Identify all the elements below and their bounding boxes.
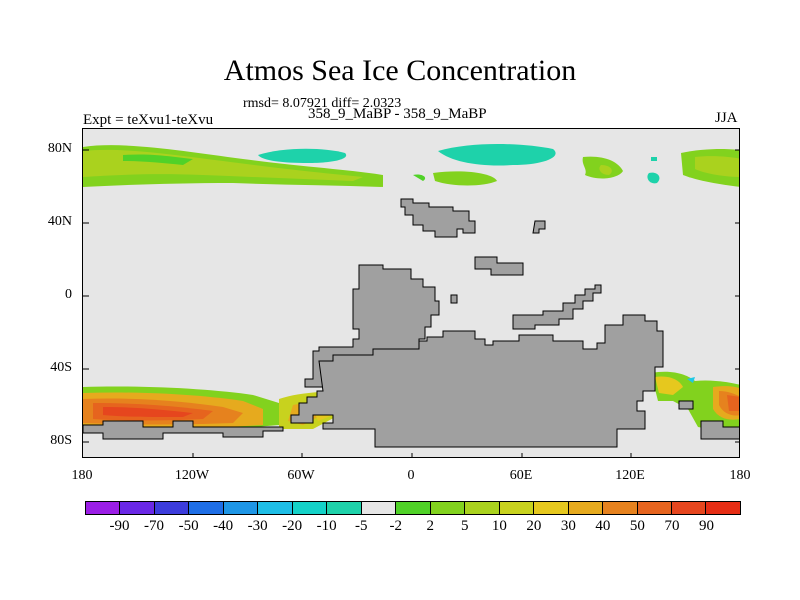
colorbar-label: 2 — [426, 518, 435, 534]
x-label-120e: 120E — [615, 468, 645, 483]
colorbar — [85, 501, 741, 515]
colorbar-box — [396, 502, 431, 514]
axis-ticks — [83, 149, 739, 457]
y-label-80s: 80S — [50, 433, 72, 448]
colorbar-box — [430, 502, 466, 514]
stats-text: rmsd= 8.07921 diff= 2.0323 — [243, 96, 402, 111]
colorbar-label: -10 — [316, 518, 337, 534]
colorbar-box — [361, 502, 397, 514]
map-plot-area — [82, 128, 740, 458]
colorbar-box — [120, 502, 155, 514]
land-small-islet — [678, 400, 694, 410]
arctic-blue-patch-1 — [258, 148, 347, 163]
x-label-120w: 120W — [174, 468, 210, 483]
colorbar-label: 30 — [560, 518, 576, 534]
colorbar-label: 70 — [664, 518, 680, 534]
colorbar-label: -20 — [282, 518, 303, 534]
colorbar-label: -50 — [178, 518, 199, 534]
x-label-180e: 180 — [729, 468, 751, 483]
arctic-ice-anomaly — [83, 144, 739, 187]
land-south-asia-bridge — [512, 284, 602, 330]
land-island-2 — [474, 256, 524, 276]
x-label-180w: 180 — [71, 468, 93, 483]
colorbar-box — [706, 502, 740, 514]
land-east-antarctic-tip — [700, 420, 739, 440]
x-label-60e: 60E — [509, 468, 533, 483]
colorbar-box — [637, 502, 672, 514]
colorbar-box — [223, 502, 259, 514]
case-label: 358_9_MaBP - 358_9_MaBP — [308, 106, 487, 122]
colorbar-box — [154, 502, 190, 514]
chart-title: Atmos Sea Ice Concentration — [223, 54, 577, 87]
colorbar-box — [86, 502, 121, 514]
colorbar-box — [671, 502, 707, 514]
colorbar-label: 50 — [629, 518, 645, 534]
colorbar-label: 20 — [526, 518, 542, 534]
colorbar-box — [465, 502, 500, 514]
map-canvas — [83, 144, 739, 457]
land-antarctic-west-tip — [83, 420, 284, 440]
colorbar-label: -40 — [213, 518, 234, 534]
colorbar-box — [292, 502, 328, 514]
colorbar-label: 40 — [595, 518, 611, 534]
land-island-1 — [532, 220, 546, 234]
colorbar-label: 5 — [461, 518, 469, 534]
colorbar-label: 10 — [491, 518, 507, 534]
colorbar-label: 90 — [698, 518, 714, 534]
colorbar-label: -90 — [109, 518, 130, 534]
land-masses — [83, 198, 739, 448]
y-label-0: 0 — [65, 287, 72, 302]
experiment-label: Expt = teXvu1-teXvu — [83, 112, 214, 128]
colorbar-box — [327, 502, 362, 514]
colorbar-label: -30 — [247, 518, 268, 534]
colorbar-box — [258, 502, 293, 514]
land-europe-asia-north — [400, 198, 476, 238]
season-label: JJA — [715, 110, 738, 126]
land-antarctica — [290, 314, 664, 448]
colorbar-box — [499, 502, 535, 514]
y-label-40n: 40N — [47, 214, 72, 229]
colorbar-label: -70 — [144, 518, 165, 534]
arctic-blue-patch-2 — [438, 144, 556, 166]
colorbar-label: -5 — [354, 518, 368, 534]
land-island-3 — [450, 294, 458, 304]
colorbar-box — [534, 502, 569, 514]
colorbar-box — [568, 502, 604, 514]
x-label-0: 0 — [407, 468, 415, 483]
colorbar-box — [189, 502, 224, 514]
y-label-40s: 40S — [50, 360, 72, 375]
colorbar-box — [603, 502, 638, 514]
colorbar-label: -2 — [389, 518, 402, 534]
x-label-60w: 60W — [287, 468, 315, 483]
y-label-80n: 80N — [47, 141, 72, 156]
